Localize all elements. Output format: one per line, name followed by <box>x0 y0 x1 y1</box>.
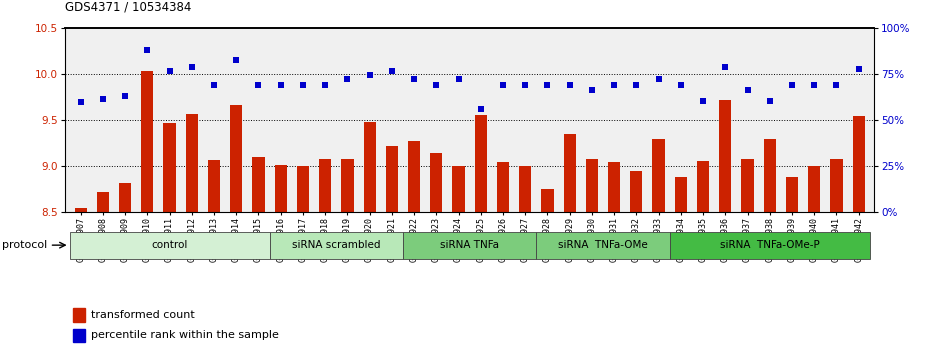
Bar <box>274 165 286 212</box>
Bar <box>631 171 643 212</box>
Bar <box>452 166 465 212</box>
Bar <box>73 308 86 321</box>
Point <box>806 82 821 88</box>
Bar <box>341 159 353 212</box>
Point <box>518 82 533 88</box>
Bar <box>786 177 798 212</box>
Point <box>318 82 333 88</box>
Bar <box>208 160 220 212</box>
Bar <box>270 232 403 259</box>
Point <box>563 82 578 88</box>
Point <box>96 96 111 102</box>
Point <box>651 76 666 82</box>
Point <box>429 82 444 88</box>
Point <box>496 82 511 88</box>
Point <box>673 82 688 88</box>
Point <box>118 93 133 98</box>
Point <box>73 99 88 105</box>
Point <box>362 73 377 78</box>
Point <box>140 47 154 53</box>
Text: siRNA  TNFa-OMe: siRNA TNFa-OMe <box>558 240 648 250</box>
Point <box>540 82 555 88</box>
Bar <box>408 141 420 212</box>
Point <box>740 87 755 93</box>
Point <box>406 76 421 82</box>
Bar <box>764 139 776 212</box>
Text: percentile rank within the sample: percentile rank within the sample <box>91 330 279 341</box>
Bar <box>519 166 531 212</box>
Bar <box>719 100 731 212</box>
Point <box>584 87 599 93</box>
Bar <box>164 123 176 212</box>
Point <box>763 98 777 104</box>
Point <box>606 82 621 88</box>
Bar <box>497 162 509 212</box>
Bar <box>252 157 265 212</box>
Bar <box>474 115 487 212</box>
Text: siRNA  TNFa-OMe-P: siRNA TNFa-OMe-P <box>720 240 819 250</box>
Point <box>273 82 288 88</box>
Bar <box>431 154 443 212</box>
Text: GDS4371 / 10534384: GDS4371 / 10534384 <box>65 1 192 13</box>
Point <box>229 57 244 62</box>
Point <box>696 98 711 104</box>
Point <box>718 64 733 70</box>
Bar <box>741 159 753 212</box>
Point <box>829 82 844 88</box>
Text: siRNA TNFa: siRNA TNFa <box>440 240 499 250</box>
Text: transformed count: transformed count <box>91 310 194 320</box>
Bar <box>70 232 270 259</box>
Text: siRNA scrambled: siRNA scrambled <box>292 240 380 250</box>
Bar <box>808 166 820 212</box>
Bar <box>830 159 843 212</box>
Point <box>785 82 800 88</box>
Bar <box>230 105 243 212</box>
Bar <box>653 139 665 212</box>
Bar <box>119 183 131 212</box>
Bar <box>74 208 86 212</box>
Bar <box>674 177 687 212</box>
Bar <box>73 329 86 342</box>
Point <box>384 68 399 74</box>
Bar <box>319 159 331 212</box>
Point <box>206 82 221 88</box>
Bar <box>564 134 576 212</box>
Bar <box>537 232 670 259</box>
Bar <box>186 114 198 212</box>
Bar <box>586 159 598 212</box>
Bar <box>697 161 710 212</box>
Bar <box>670 232 870 259</box>
Point <box>184 64 199 70</box>
Bar <box>853 116 865 212</box>
Point <box>629 82 644 88</box>
Text: control: control <box>152 240 188 250</box>
Point <box>451 76 466 82</box>
Point <box>473 107 488 112</box>
Bar <box>141 71 153 212</box>
Bar <box>386 146 398 212</box>
Point <box>340 76 355 82</box>
Bar <box>364 122 376 212</box>
Bar <box>403 232 537 259</box>
Point <box>162 68 177 74</box>
Bar <box>97 192 109 212</box>
Bar <box>608 162 620 212</box>
Bar <box>541 189 553 212</box>
Text: protocol: protocol <box>2 240 47 250</box>
Point <box>851 66 866 72</box>
Bar <box>297 166 309 212</box>
Point <box>296 82 311 88</box>
Point <box>251 82 266 88</box>
